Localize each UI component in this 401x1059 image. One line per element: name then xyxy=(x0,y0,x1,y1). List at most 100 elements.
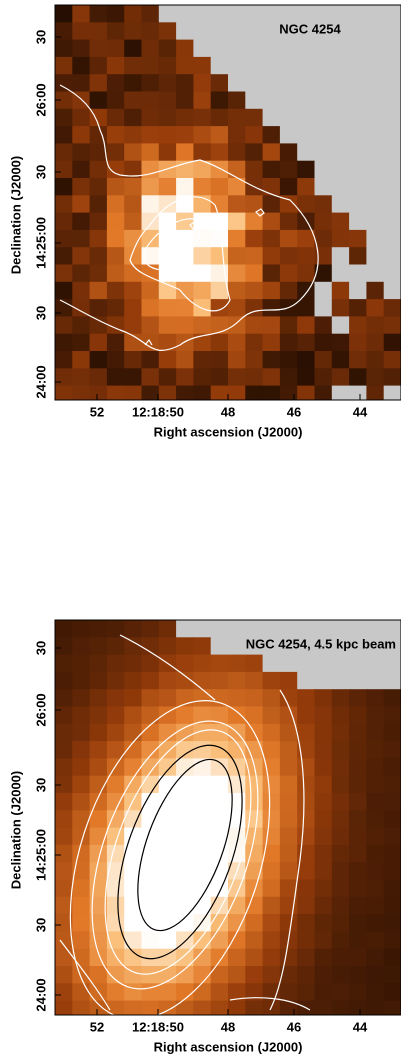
pixel xyxy=(297,333,315,352)
pixel xyxy=(55,351,73,369)
pixel xyxy=(106,844,125,863)
pixel xyxy=(193,706,212,725)
pixel xyxy=(262,126,281,144)
panel-title: NGC 4254, 4.5 kpc beam xyxy=(246,636,396,651)
pixel xyxy=(89,39,108,58)
pixel xyxy=(124,654,142,673)
pixel xyxy=(89,671,108,690)
pixel xyxy=(331,385,350,400)
pixel xyxy=(176,983,194,1002)
pixel xyxy=(55,775,73,794)
pixel xyxy=(314,212,333,231)
pixel xyxy=(262,706,281,725)
pixel xyxy=(366,178,385,196)
pixel xyxy=(72,966,91,984)
pixel xyxy=(141,862,160,880)
pixel xyxy=(106,385,125,400)
pixel xyxy=(279,1000,298,1015)
pixel xyxy=(176,879,194,898)
pixel xyxy=(158,879,177,898)
pixel xyxy=(331,247,350,265)
pixel xyxy=(245,264,264,283)
contours xyxy=(59,84,319,351)
pixel xyxy=(349,862,367,880)
pixel xyxy=(176,229,194,248)
pixel xyxy=(228,671,246,690)
pixel xyxy=(279,316,298,335)
pixel xyxy=(297,931,315,950)
pixel xyxy=(55,264,73,283)
pixel xyxy=(383,178,401,196)
pixel xyxy=(383,896,401,915)
pixel xyxy=(141,195,160,214)
pixel xyxy=(331,966,350,984)
pixel xyxy=(279,862,298,880)
pixel xyxy=(245,671,264,690)
pixel xyxy=(228,22,246,41)
pixel xyxy=(158,706,177,725)
pixel xyxy=(72,56,91,75)
pixel xyxy=(55,316,73,335)
pixel xyxy=(106,91,125,110)
pixel xyxy=(72,654,91,673)
pixel xyxy=(72,385,91,400)
pixel xyxy=(366,862,385,880)
pixel xyxy=(366,299,385,317)
pixel xyxy=(158,22,177,41)
pixel xyxy=(158,896,177,915)
pixel xyxy=(279,368,298,387)
pixel xyxy=(245,1000,264,1015)
pixel xyxy=(158,827,177,846)
pixel xyxy=(210,299,229,317)
pixel xyxy=(141,74,160,92)
pixel xyxy=(383,983,401,1002)
pixel xyxy=(245,91,264,110)
pixel xyxy=(124,741,142,759)
pixel xyxy=(349,108,367,127)
pixel xyxy=(383,281,401,300)
pixel xyxy=(158,351,177,369)
pixel xyxy=(124,966,142,984)
pixel xyxy=(262,143,281,162)
pixel xyxy=(297,247,315,265)
pixel xyxy=(124,844,142,863)
x-tick-label: 12:18:50 xyxy=(132,1019,184,1034)
pixel xyxy=(383,126,401,144)
pixel xyxy=(245,281,264,300)
pixel xyxy=(262,793,281,811)
pixel xyxy=(279,385,298,400)
pixel xyxy=(245,316,264,335)
pixel xyxy=(366,931,385,950)
pixel xyxy=(124,810,142,829)
pixel xyxy=(314,91,333,110)
pixel xyxy=(349,775,367,794)
pixel xyxy=(349,247,367,265)
pixel xyxy=(245,229,264,248)
pixel xyxy=(279,126,298,144)
pixel xyxy=(349,879,367,898)
pixel xyxy=(366,56,385,75)
pixel xyxy=(124,91,142,110)
pixel xyxy=(193,671,212,690)
pixel xyxy=(176,654,194,673)
pixel xyxy=(55,91,73,110)
pixel xyxy=(366,706,385,725)
x-tick-label: 44 xyxy=(353,404,368,419)
pixel xyxy=(106,126,125,144)
pixel xyxy=(349,758,367,777)
pixel xyxy=(366,689,385,707)
pixel xyxy=(210,810,229,829)
pixel xyxy=(366,212,385,231)
pixel xyxy=(72,22,91,41)
pixel xyxy=(245,160,264,179)
pixel xyxy=(349,281,367,300)
pixel xyxy=(262,879,281,898)
pixel xyxy=(297,39,315,58)
pixel xyxy=(366,5,385,23)
pixel xyxy=(262,229,281,248)
pixel xyxy=(297,948,315,967)
pixel xyxy=(158,108,177,127)
pixel xyxy=(366,281,385,300)
pixel xyxy=(141,706,160,725)
pixel xyxy=(89,758,108,777)
